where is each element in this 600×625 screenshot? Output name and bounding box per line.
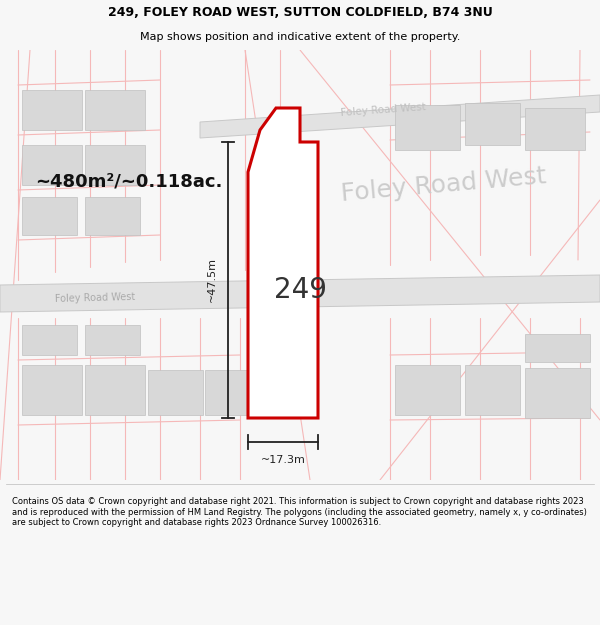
Bar [85,90,145,130]
Bar [205,370,260,415]
Text: Foley Road West: Foley Road West [340,164,547,206]
Bar [22,197,77,235]
Text: Foley Road West: Foley Road West [55,292,136,304]
Bar [85,365,145,415]
Text: Map shows position and indicative extent of the property.: Map shows position and indicative extent… [140,32,460,43]
Polygon shape [200,95,600,138]
Bar [525,334,590,362]
Bar [22,325,77,355]
Bar [465,103,520,145]
Text: ~480m²/~0.118ac.: ~480m²/~0.118ac. [35,173,223,191]
Bar [525,108,585,150]
Text: Foley Road West: Foley Road West [340,102,426,118]
Bar [465,365,520,415]
Polygon shape [0,275,600,312]
Bar [22,145,82,185]
Text: 249: 249 [274,276,326,304]
Bar [22,365,82,415]
Bar [395,105,460,150]
Bar [85,325,140,355]
Text: Contains OS data © Crown copyright and database right 2021. This information is : Contains OS data © Crown copyright and d… [12,498,587,528]
Bar [525,368,590,418]
Bar [148,370,203,415]
Text: 249, FOLEY ROAD WEST, SUTTON COLDFIELD, B74 3NU: 249, FOLEY ROAD WEST, SUTTON COLDFIELD, … [107,6,493,19]
Polygon shape [248,108,318,418]
Bar [395,365,460,415]
Bar [22,90,82,130]
Text: ~47.5m: ~47.5m [207,258,217,302]
Text: ~17.3m: ~17.3m [260,455,305,465]
Bar [85,197,140,235]
Bar [85,145,145,185]
